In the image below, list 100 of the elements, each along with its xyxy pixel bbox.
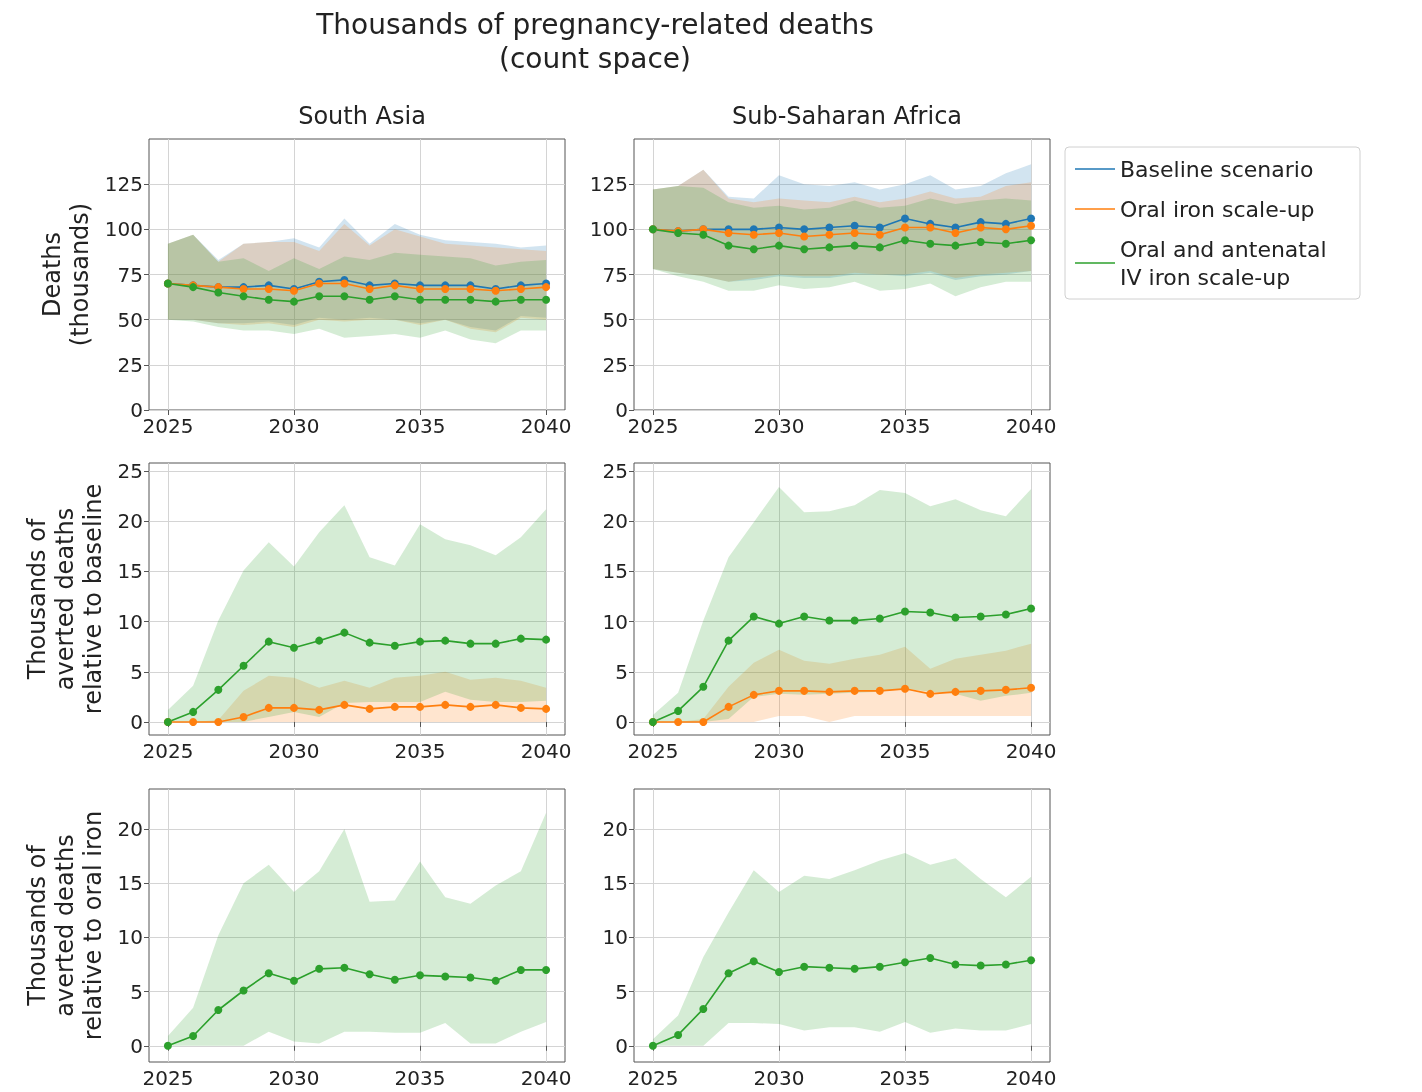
y-tick-label: 0 bbox=[615, 1033, 628, 1058]
x-tick-label: 2030 bbox=[268, 739, 320, 763]
x-tick-label: 2030 bbox=[753, 1066, 805, 1090]
y-tick-label: 0 bbox=[615, 709, 628, 734]
point bbox=[390, 702, 399, 711]
y-tick-label: 125 bbox=[104, 172, 143, 197]
point bbox=[926, 954, 935, 962]
point bbox=[214, 1006, 223, 1014]
point bbox=[214, 288, 223, 297]
point bbox=[825, 230, 834, 239]
point bbox=[1027, 214, 1036, 223]
point bbox=[674, 717, 683, 726]
y-tick-label: 0 bbox=[615, 398, 628, 422]
point bbox=[901, 684, 910, 693]
point bbox=[340, 963, 349, 972]
y-tick-label: 75 bbox=[602, 262, 628, 287]
point bbox=[365, 638, 374, 647]
point bbox=[951, 228, 960, 237]
point bbox=[491, 297, 500, 306]
x-tick-label: 2035 bbox=[394, 414, 446, 438]
point bbox=[189, 707, 198, 716]
x-tick-label: 2035 bbox=[879, 414, 931, 438]
point bbox=[976, 686, 985, 695]
y-axis-title: Thousands of averted deaths relative to oral iron bbox=[22, 810, 107, 1041]
x-tick-label: 2025 bbox=[142, 739, 194, 763]
point bbox=[466, 295, 475, 304]
y-tick-label: 10 bbox=[117, 609, 143, 634]
point bbox=[699, 230, 708, 239]
point bbox=[466, 702, 475, 711]
y-tick-label: 10 bbox=[602, 925, 628, 950]
point bbox=[516, 295, 525, 304]
point bbox=[491, 700, 500, 709]
point bbox=[441, 972, 450, 981]
point bbox=[1027, 604, 1036, 613]
x-tick-label: 2035 bbox=[394, 739, 446, 763]
point bbox=[441, 700, 450, 709]
point bbox=[825, 616, 834, 625]
point bbox=[749, 957, 758, 966]
point bbox=[1001, 960, 1010, 969]
point bbox=[951, 241, 960, 250]
y-tick-label: 25 bbox=[117, 459, 143, 484]
y-tick-label: 25 bbox=[602, 459, 628, 484]
point bbox=[390, 292, 399, 301]
point bbox=[491, 976, 500, 985]
point bbox=[724, 969, 733, 978]
point bbox=[516, 703, 525, 712]
point bbox=[774, 619, 783, 628]
point bbox=[699, 682, 708, 691]
x-tick-label: 2040 bbox=[520, 1066, 572, 1090]
point bbox=[264, 969, 273, 978]
x-tick-label: 2040 bbox=[1005, 1066, 1057, 1090]
point bbox=[850, 221, 859, 230]
point bbox=[926, 239, 935, 248]
point bbox=[825, 243, 834, 252]
point bbox=[1027, 956, 1036, 965]
point bbox=[901, 223, 910, 232]
point bbox=[875, 223, 884, 232]
point bbox=[901, 607, 910, 616]
point bbox=[542, 295, 551, 304]
point bbox=[1001, 239, 1010, 248]
point bbox=[340, 279, 349, 288]
point bbox=[416, 637, 425, 646]
point bbox=[800, 962, 809, 971]
x-tick-label: 2025 bbox=[627, 739, 679, 763]
y-tick-label: 15 bbox=[117, 559, 143, 584]
point bbox=[976, 612, 985, 621]
point bbox=[289, 297, 298, 306]
point bbox=[699, 1004, 708, 1013]
point bbox=[239, 986, 248, 995]
point bbox=[466, 639, 475, 648]
y-tick-label: 15 bbox=[117, 871, 143, 896]
legend-label: Baseline scenario bbox=[1120, 156, 1314, 182]
point bbox=[239, 292, 248, 301]
y-tick-label: 5 bbox=[615, 979, 628, 1004]
y-tick-label: 0 bbox=[130, 709, 143, 734]
point bbox=[340, 292, 349, 301]
x-tick-label: 2040 bbox=[1005, 414, 1057, 438]
point bbox=[926, 689, 935, 698]
point bbox=[850, 228, 859, 237]
point bbox=[542, 635, 551, 644]
chart-title: Sub-Saharan Africa bbox=[731, 102, 963, 130]
point bbox=[674, 706, 683, 715]
y-tick-label: 125 bbox=[589, 172, 628, 197]
point bbox=[542, 283, 551, 292]
point bbox=[926, 223, 935, 232]
point bbox=[825, 223, 834, 232]
point bbox=[951, 613, 960, 622]
point bbox=[315, 636, 324, 645]
point bbox=[315, 964, 324, 973]
y-tick-label: 25 bbox=[602, 352, 628, 377]
point bbox=[189, 1032, 198, 1040]
point bbox=[699, 717, 708, 726]
text: Thousands of pregnancy-related deaths (count space) bbox=[315, 8, 875, 76]
point bbox=[416, 295, 425, 304]
point bbox=[774, 968, 783, 977]
point bbox=[189, 717, 198, 726]
point bbox=[875, 962, 884, 971]
y-tick-label: 5 bbox=[130, 979, 143, 1004]
point bbox=[749, 245, 758, 254]
point bbox=[976, 961, 985, 970]
